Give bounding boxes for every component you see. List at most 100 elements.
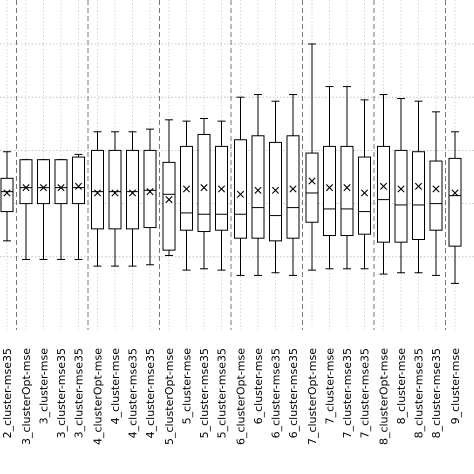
mean-marker xyxy=(379,182,388,190)
box-iqr xyxy=(234,139,247,239)
mean-marker xyxy=(93,189,102,197)
box-iqr xyxy=(108,149,122,230)
x-tick-label: 7_cluster-mse35 xyxy=(341,348,354,438)
box-iqr xyxy=(429,160,443,231)
box-6_clusterOpt-mse xyxy=(234,96,247,276)
box-8_clusterOpt-mse xyxy=(377,94,390,275)
x-tick-label: 6_cluster-mse35 xyxy=(287,348,300,438)
x-tick-label: 8_cluster-mse35 xyxy=(430,348,443,438)
box-3_clusterOpt-mse xyxy=(19,159,33,260)
box-7_cluster-mse35 xyxy=(340,86,354,270)
x-tick-label: 3_cluster-mse35 xyxy=(55,348,68,438)
box-8_cluster-mse35 xyxy=(412,100,425,274)
x-tick-label: 2_cluster-mse35 xyxy=(1,348,14,438)
mean-marker xyxy=(308,177,316,185)
box-9_cluster-mse xyxy=(448,131,462,284)
box-iqr xyxy=(54,159,68,205)
box-iqr xyxy=(394,149,408,243)
box-3_cluster-mse xyxy=(37,159,50,260)
box-2_cluster-mse35 xyxy=(0,151,14,242)
box-iqr xyxy=(37,159,50,205)
box-iqr xyxy=(412,151,425,241)
mean-marker xyxy=(289,185,297,193)
box-layer xyxy=(0,43,462,284)
x-tick-label: 9_cluster-mse xyxy=(449,348,462,425)
mean-marker xyxy=(397,185,405,193)
box-iqr xyxy=(0,177,14,213)
mean-marker xyxy=(22,184,30,192)
mean-marker xyxy=(39,184,48,192)
box-6_cluster-mse35 xyxy=(286,94,300,276)
box-5_cluster-mse35 xyxy=(215,120,228,271)
x-tick-label: 6_clusterOpt-mse xyxy=(235,348,248,445)
x-tick-label: 3_cluster-mse35 xyxy=(73,348,86,438)
box-6_cluster-mse35 xyxy=(269,100,282,274)
mean-marker xyxy=(217,185,226,193)
mean-marker xyxy=(111,189,119,197)
x-tick-label: 4_cluster-mse xyxy=(109,348,122,425)
box-7_cluster-mse xyxy=(323,86,336,270)
mean-marker xyxy=(3,189,11,197)
x-tick-label: 5_clusterOpt-mse xyxy=(163,348,176,445)
x-tick-label: 5_cluster-mse xyxy=(181,348,194,425)
x-tick-label: 3_clusterOpt-mse xyxy=(20,348,33,445)
box-5_clusterOpt-mse xyxy=(162,119,176,256)
box-4_cluster-mse35 xyxy=(143,128,157,266)
box-4_cluster-mse xyxy=(108,131,122,267)
box-iqr xyxy=(126,149,139,230)
x-tick-label: 5_cluster-mse35 xyxy=(216,348,229,438)
box-5_cluster-mse35 xyxy=(197,117,211,270)
box-4_clusterOpt-mse xyxy=(91,131,104,267)
x-tick-label: 8_cluster-mse xyxy=(395,348,408,425)
box-8_cluster-mse xyxy=(394,98,408,274)
x-tick-label: 6_cluster-mse35 xyxy=(270,348,283,438)
box-iqr xyxy=(358,156,371,235)
box-iqr xyxy=(72,156,85,205)
x-tick-label: 5_cluster-mse35 xyxy=(198,348,211,438)
x-tick-label: 4_cluster-mse35 xyxy=(144,348,157,438)
mean-marker xyxy=(146,188,154,196)
mean-marker xyxy=(74,182,83,190)
box-iqr xyxy=(305,152,319,223)
mean-marker xyxy=(128,189,137,197)
x-tick-label: 7_cluster-mse xyxy=(324,348,337,425)
mean-marker xyxy=(254,186,262,194)
box-5_cluster-mse xyxy=(180,120,193,271)
mean-marker xyxy=(200,184,208,192)
box-iqr xyxy=(286,135,300,239)
mean-marker xyxy=(360,189,369,197)
mean-marker xyxy=(165,196,173,204)
x-tick-label: 7_clusterOpt-mse xyxy=(306,348,319,445)
box-iqr xyxy=(448,157,462,247)
box-iqr xyxy=(323,145,336,237)
mean-marker xyxy=(57,184,65,192)
mean-marker xyxy=(432,185,440,193)
box-6_cluster-mse xyxy=(251,94,265,276)
x-tick-label: 6_cluster-mse xyxy=(252,348,265,425)
mean-marker xyxy=(343,184,351,192)
mean-marker xyxy=(182,185,191,193)
box-iqr xyxy=(269,141,282,242)
box-iqr xyxy=(143,149,157,229)
x-tick-label: 7_cluster-mse35 xyxy=(359,348,372,438)
x-tick-label: 3_cluster-mse xyxy=(38,348,51,425)
mean-marker xyxy=(414,182,423,190)
box-8_cluster-mse35 xyxy=(429,111,443,276)
box-iqr xyxy=(340,145,354,237)
box-iqr xyxy=(197,133,211,233)
mean-marker xyxy=(271,186,280,194)
x-tick-label: 8_cluster-mse35 xyxy=(413,348,426,438)
mean-marker xyxy=(236,190,245,198)
mean-marker xyxy=(325,184,334,192)
box-iqr xyxy=(19,159,33,205)
x-tick-label: 4_cluster-mse35 xyxy=(127,348,140,438)
mean-marker xyxy=(451,189,459,197)
x-tick-labels: 2_cluster-mse35 3_clusterOpt-mse 3_cluster… xyxy=(1,348,462,445)
x-tick-label: 4_clusterOpt-mse xyxy=(92,348,105,445)
box-iqr xyxy=(251,135,265,239)
box-iqr xyxy=(91,149,104,230)
box-3_cluster-mse35 xyxy=(72,153,85,260)
box-7_cluster-mse35 xyxy=(358,99,371,270)
box-4_cluster-mse35 xyxy=(126,131,139,267)
